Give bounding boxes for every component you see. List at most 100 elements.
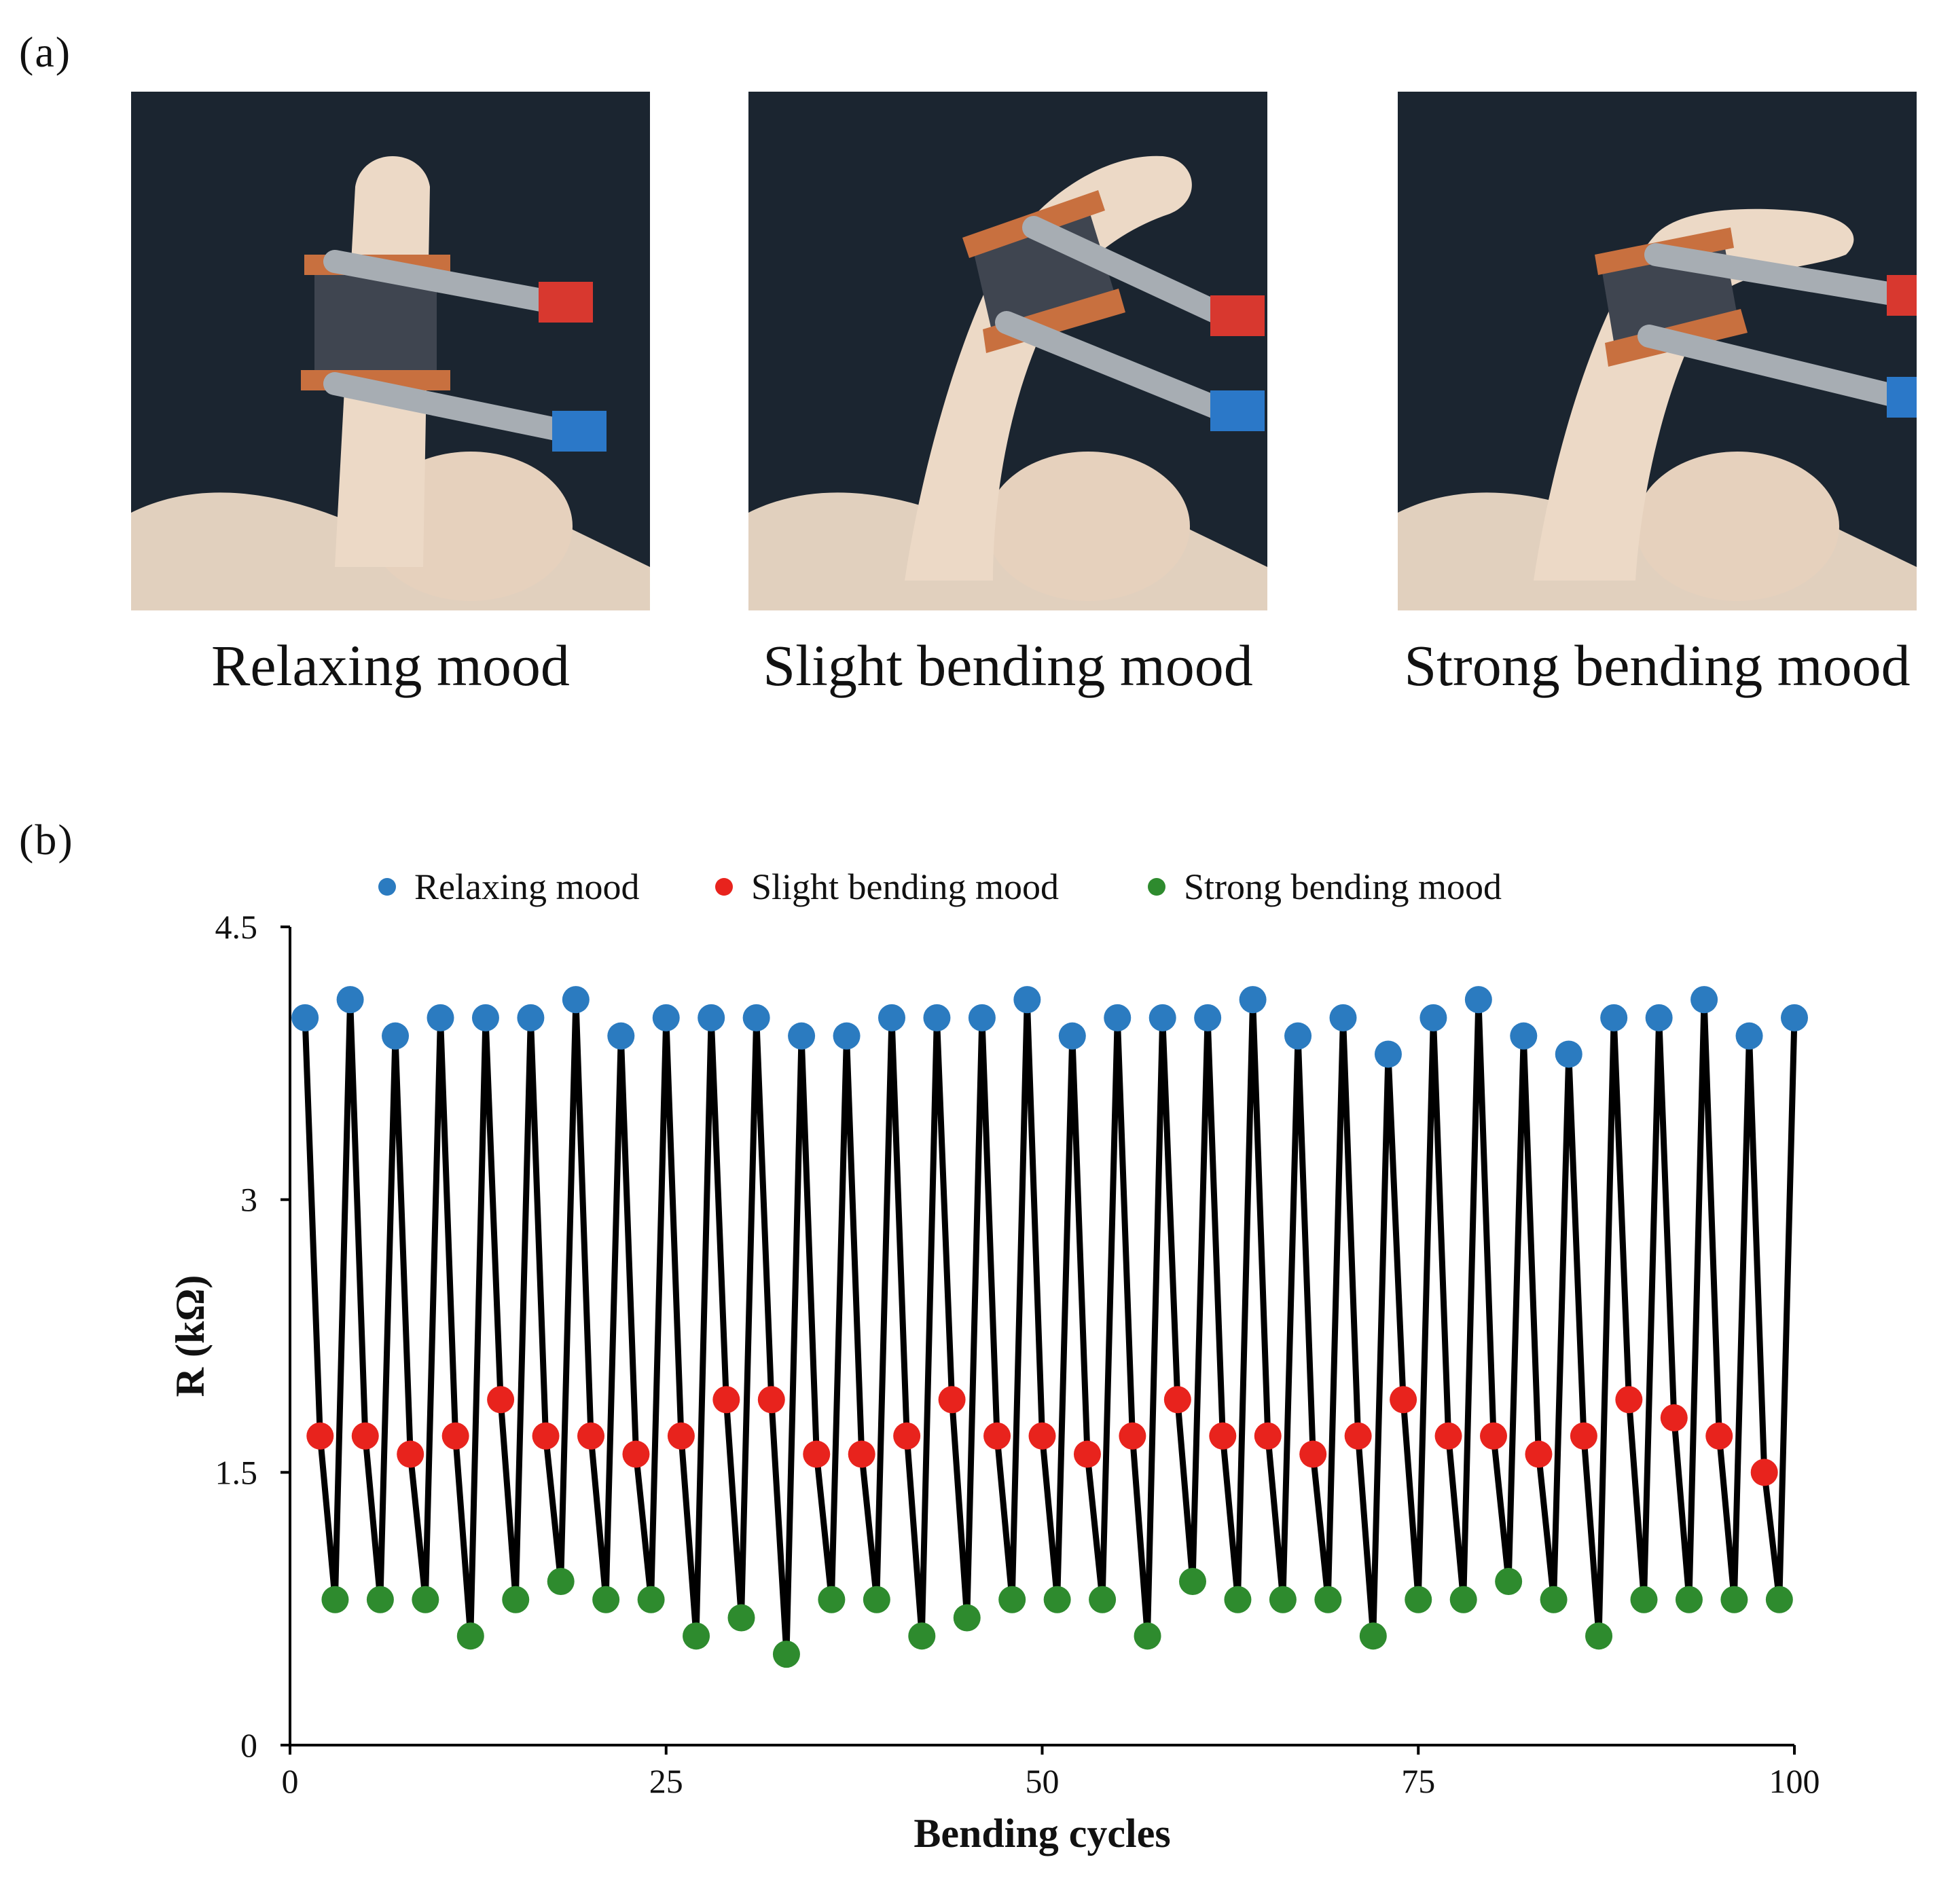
data-point xyxy=(1555,1040,1582,1068)
data-point xyxy=(471,1004,499,1031)
data-point xyxy=(1148,1004,1176,1031)
y-tick-label: 0 xyxy=(240,1726,257,1764)
alligator-clip xyxy=(323,250,564,314)
alligator-clip xyxy=(1022,216,1235,327)
data-point xyxy=(923,1004,951,1031)
data-point xyxy=(1390,1386,1417,1414)
data-point xyxy=(878,1004,905,1031)
data-point xyxy=(1104,1004,1132,1031)
data-point xyxy=(1239,986,1267,1014)
data-point xyxy=(727,1604,755,1632)
data-point xyxy=(1089,1586,1117,1613)
data-point xyxy=(1645,1004,1673,1031)
data-point xyxy=(893,1422,921,1450)
data-point xyxy=(1209,1422,1237,1450)
caption-slight-bending-mood: Slight bending mood xyxy=(763,633,1253,698)
data-point xyxy=(427,1004,454,1031)
x-tick-label: 25 xyxy=(649,1762,683,1800)
data-point xyxy=(1374,1040,1402,1068)
alligator-clip xyxy=(323,372,577,443)
data-point xyxy=(1705,1422,1733,1450)
data-point xyxy=(1675,1586,1703,1613)
chart-axes: 0 1.5 3 4.5 0 25 50 75 100 xyxy=(215,908,1820,1800)
legend-marker xyxy=(1148,878,1165,896)
data-point xyxy=(321,1586,349,1613)
clip-insulator xyxy=(1887,377,1917,418)
data-point xyxy=(983,1422,1011,1450)
x-tick-label: 0 xyxy=(282,1762,299,1800)
data-point xyxy=(1284,1022,1312,1050)
data-point xyxy=(622,1440,650,1468)
data-point xyxy=(803,1440,831,1468)
legend-label: Strong bending mood xyxy=(1184,866,1502,907)
data-point xyxy=(1405,1586,1432,1613)
clip-insulator xyxy=(552,411,607,452)
y-tick-label: 3 xyxy=(240,1181,257,1219)
clip-insulator xyxy=(1887,275,1917,316)
data-point xyxy=(291,1004,319,1031)
data-point xyxy=(1765,1586,1793,1613)
data-point xyxy=(1570,1422,1597,1450)
data-point xyxy=(456,1622,484,1650)
clip-insulator xyxy=(1210,390,1265,431)
resistance-series-line xyxy=(302,999,1798,1655)
data-point xyxy=(351,1422,379,1450)
legend-marker xyxy=(378,878,396,896)
photo-strong-svg xyxy=(1398,92,1917,610)
y-axis-label: R (kΩ) xyxy=(168,1275,213,1397)
data-point xyxy=(1781,1004,1808,1031)
series-strong-bending-mood xyxy=(321,1568,1793,1668)
data-point xyxy=(908,1622,936,1650)
data-point xyxy=(1163,1386,1191,1414)
data-point xyxy=(863,1586,890,1613)
data-point xyxy=(938,1386,966,1414)
data-point xyxy=(366,1586,394,1613)
sensor-fabric xyxy=(314,268,437,377)
data-point xyxy=(1179,1568,1206,1595)
data-point xyxy=(1615,1386,1643,1414)
data-point xyxy=(607,1022,635,1050)
data-point xyxy=(1269,1586,1297,1613)
data-point xyxy=(412,1586,439,1613)
legend-label: Slight bending mood xyxy=(751,866,1059,907)
data-point xyxy=(712,1386,740,1414)
data-point xyxy=(698,1004,725,1031)
data-point xyxy=(1525,1440,1553,1468)
data-point xyxy=(1480,1422,1507,1450)
data-point xyxy=(833,1022,861,1050)
data-point xyxy=(1735,1022,1763,1050)
data-point xyxy=(1495,1568,1523,1595)
data-point xyxy=(1690,986,1718,1014)
data-point xyxy=(1058,1022,1086,1050)
data-point xyxy=(1254,1422,1282,1450)
data-point xyxy=(1314,1586,1342,1613)
data-point xyxy=(683,1622,710,1650)
data-point xyxy=(818,1586,846,1613)
resistance-chart: Relaxing mood Slight bending mood Strong b… xyxy=(168,866,1820,1856)
caption-strong-bending-mood: Strong bending mood xyxy=(1404,633,1911,698)
data-point xyxy=(652,1004,680,1031)
y-tick-label: 4.5 xyxy=(215,908,258,946)
photo-strong-bending-mood xyxy=(1398,92,1917,610)
panel-b-label: (b) xyxy=(19,816,74,864)
data-point xyxy=(1464,986,1492,1014)
data-point xyxy=(1013,986,1041,1014)
data-point xyxy=(502,1586,530,1613)
data-point xyxy=(441,1422,469,1450)
data-point xyxy=(953,1604,981,1632)
data-point xyxy=(1073,1440,1101,1468)
data-point xyxy=(1510,1022,1538,1050)
data-point xyxy=(742,1004,770,1031)
data-point xyxy=(1720,1586,1748,1613)
alligator-clip xyxy=(1644,243,1912,307)
data-point xyxy=(1194,1004,1222,1031)
data-point xyxy=(1449,1586,1477,1613)
photo-relaxing-svg xyxy=(131,92,650,610)
data-point xyxy=(306,1422,334,1450)
data-point xyxy=(487,1386,515,1414)
glove-thumb xyxy=(1635,452,1839,601)
caption-relaxing-mood: Relaxing mood xyxy=(211,633,570,698)
data-point xyxy=(1600,1004,1628,1031)
data-point xyxy=(1660,1404,1688,1431)
clip-insulator xyxy=(539,282,593,323)
